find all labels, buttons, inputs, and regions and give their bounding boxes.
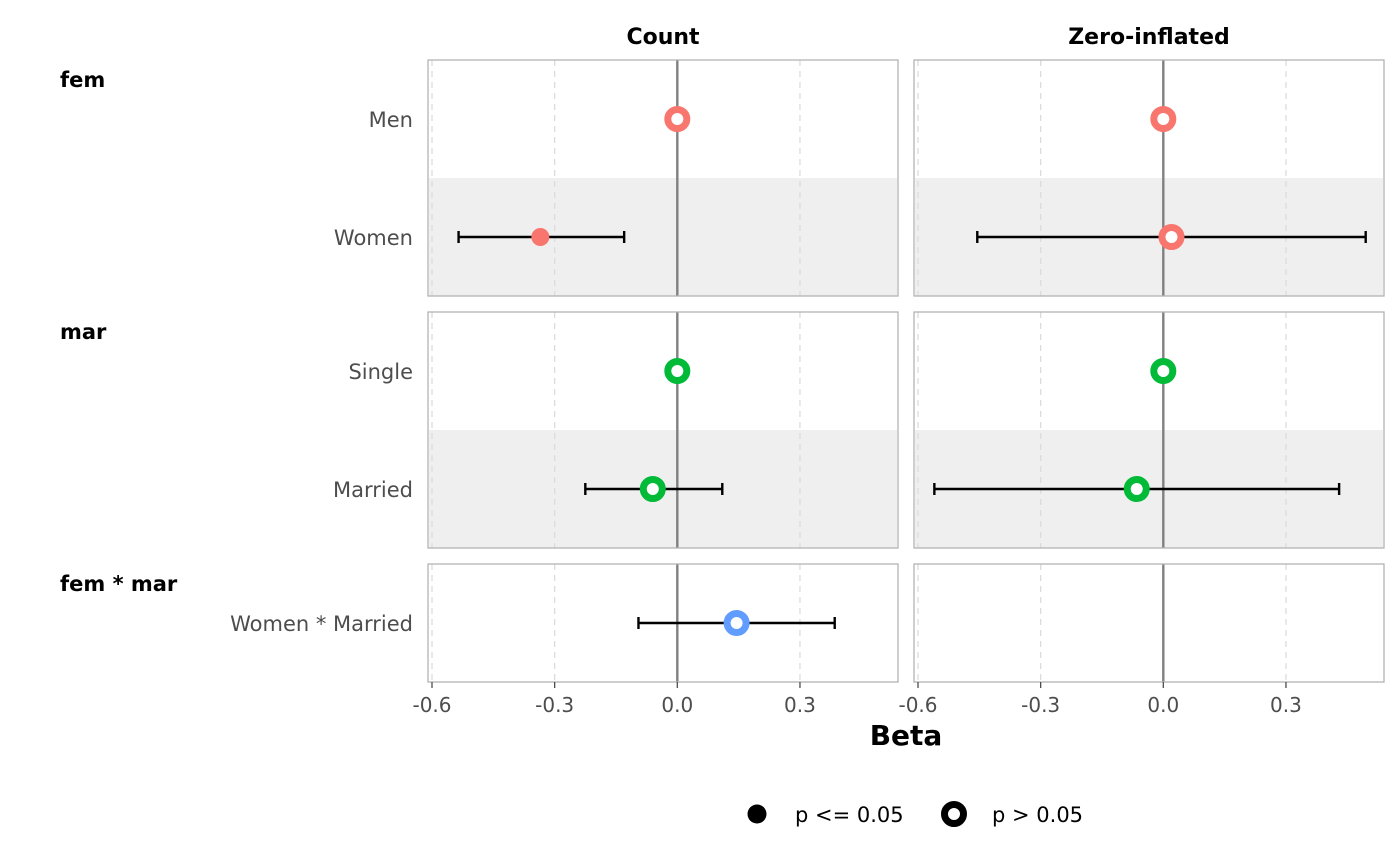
estimate-point-1-0-0 — [664, 358, 691, 384]
panel-border-0-0 — [427, 59, 899, 297]
panel-border-0-1 — [913, 59, 1385, 297]
x-tick-label-1-2: 0.0 — [1147, 693, 1179, 717]
x-tick-label-0-2: 0.0 — [661, 693, 693, 717]
panel-bg-2-1 — [914, 564, 1384, 682]
estimate-point-1-1-1 — [1123, 476, 1150, 502]
group-label-0: fem — [60, 68, 105, 92]
facet-title-0: Count — [626, 25, 700, 50]
x-tick-label-1-0: -0.6 — [898, 693, 937, 717]
x-tick-label-1-3: 0.3 — [1270, 693, 1302, 717]
legend-hollow-circle-icon — [941, 801, 967, 827]
estimate-point-0-1-1 — [1158, 224, 1185, 250]
estimate-point-1-1-0 — [639, 476, 666, 502]
level-label-2-0: Women * Married — [230, 612, 413, 636]
x-tick-label-0-0: -0.6 — [412, 693, 451, 717]
level-label-0-0: Men — [369, 108, 413, 132]
group-label-1: mar — [60, 320, 107, 344]
x-tick-label-0-3: 0.3 — [784, 693, 816, 717]
panel-border-2-1 — [913, 563, 1385, 683]
panel-border-1-0 — [427, 311, 899, 549]
estimate-point-0-0-0 — [664, 106, 691, 132]
panel-border-1-1 — [913, 311, 1385, 549]
facet-title-1: Zero-inflated — [1068, 25, 1230, 50]
legend-label-0: p <= 0.05 — [795, 803, 904, 827]
level-label-1-1: Married — [333, 478, 413, 502]
group-label-2: fem * mar — [60, 572, 178, 596]
level-label-0-1: Women — [334, 226, 413, 250]
estimate-point-2-0-0 — [723, 610, 750, 636]
x-tick-label-0-1: -0.3 — [535, 693, 574, 717]
x-axis-title: Beta — [870, 719, 943, 752]
legend-filled-circle-icon — [747, 804, 767, 824]
legend-label-1: p > 0.05 — [992, 803, 1083, 827]
estimate-point-0-1-0 — [531, 228, 550, 246]
x-tick-label-1-1: -0.3 — [1021, 693, 1060, 717]
estimate-point-0-0-1 — [1150, 106, 1177, 132]
estimate-point-1-0-1 — [1150, 358, 1177, 384]
level-label-1-0: Single — [348, 360, 413, 384]
panel-border-2-0 — [427, 563, 899, 683]
